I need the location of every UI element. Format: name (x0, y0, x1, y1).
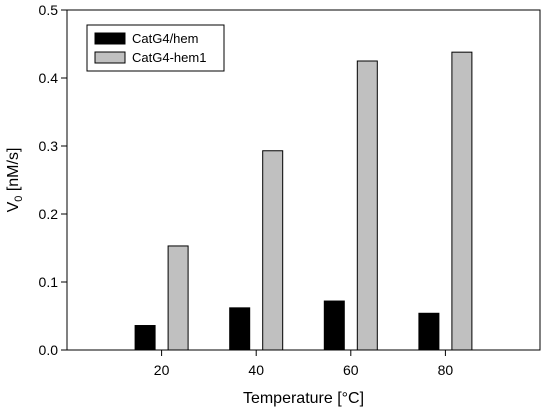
y-tick-label: 0.0 (39, 342, 59, 358)
x-tick-label: 80 (438, 362, 454, 378)
bar-catg4-hem (229, 307, 251, 351)
x-tick-label: 40 (248, 362, 264, 378)
axes-layer: 0.0 0.1 0.2 0.3 0.4 0.5 20 40 60 80 (39, 2, 454, 378)
y-axis-title-subscript: 0 (13, 196, 25, 202)
legend: CatG4/hem CatG4-hem1 (86, 24, 225, 72)
y-axis-title-unit: [nM/s] (5, 148, 22, 196)
bar-catg4-hem (418, 312, 440, 351)
y-tick-label: 0.2 (39, 206, 59, 222)
y-axis-title: V0 [nM/s] (5, 148, 25, 213)
y-tick-label: 0.5 (39, 2, 59, 18)
legend-label: CatG4/hem (132, 31, 198, 46)
bar-catg4-hem1 (167, 245, 189, 351)
y-tick-label: 0.3 (39, 138, 59, 154)
x-tick-label: 60 (343, 362, 359, 378)
bar-catg4-hem1 (262, 150, 284, 351)
y-tick-label: 0.4 (39, 70, 59, 86)
x-tick-label: 20 (154, 362, 170, 378)
legend-label: CatG4-hem1 (132, 50, 206, 65)
legend-swatch (94, 51, 126, 64)
bar-catg4-hem1 (451, 51, 473, 351)
legend-swatch (94, 32, 126, 45)
bar-catg4-hem (323, 300, 345, 351)
y-tick-label: 0.1 (39, 274, 59, 290)
bar-catg4-hem (134, 325, 156, 351)
bars-layer (134, 51, 473, 351)
y-axis-title-main: V (5, 201, 22, 212)
x-axis-title: Temperature [°C] (243, 390, 364, 407)
plot-frame (66, 9, 541, 351)
bar-catg4-hem1 (356, 60, 378, 351)
